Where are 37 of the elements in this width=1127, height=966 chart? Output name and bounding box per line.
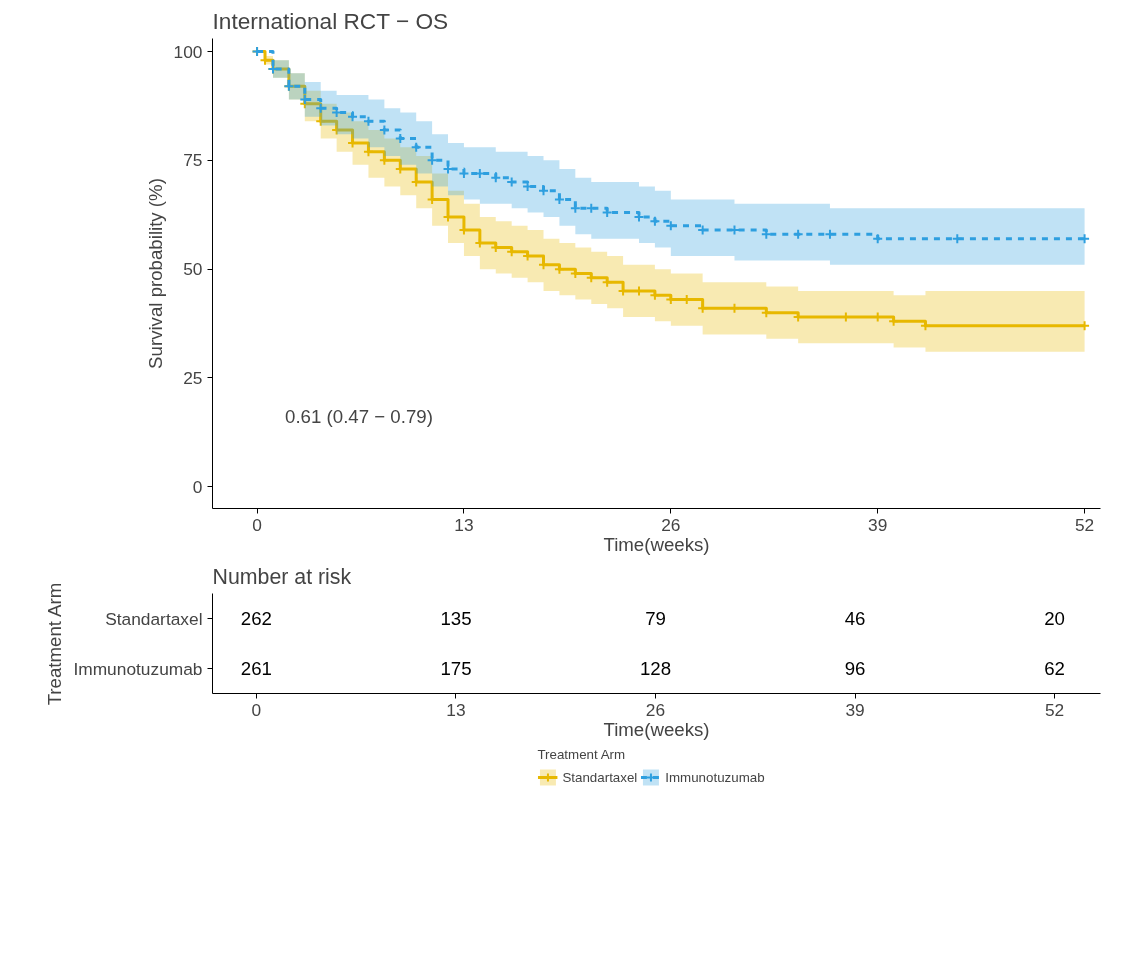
x-tick-label: 52 bbox=[1074, 514, 1095, 535]
y-axis-title: Survival probability (%) bbox=[144, 178, 166, 369]
y-tick-label: 75 bbox=[183, 150, 203, 171]
data-label: 62 bbox=[1044, 658, 1065, 679]
data-label: 79 bbox=[645, 608, 666, 629]
data-label: 20 bbox=[1044, 608, 1065, 629]
x-tick-label: 26 bbox=[661, 514, 681, 535]
y-tick-label: 25 bbox=[183, 367, 203, 388]
y-tick-label: Standartaxel bbox=[105, 608, 203, 629]
data-label: 261 bbox=[240, 658, 272, 679]
x-tick-label: 39 bbox=[845, 699, 865, 720]
x-tick-label: 39 bbox=[868, 514, 888, 535]
chart-title: Number at risk bbox=[212, 564, 352, 589]
data-label: 135 bbox=[440, 608, 472, 629]
x-tick-label: 13 bbox=[454, 514, 474, 535]
x-tick-label: 0 bbox=[252, 514, 262, 535]
data-label: 96 bbox=[844, 658, 866, 679]
data-label: 175 bbox=[440, 658, 472, 679]
legend-title: Treatment Arm bbox=[537, 747, 627, 762]
legend-label: Immunotuzumab bbox=[665, 769, 765, 785]
y-tick-label: 0 bbox=[192, 476, 203, 497]
annotation: 0.61 (0.47 − 0.79) bbox=[285, 405, 433, 427]
y-tick-label: Immunotuzumab bbox=[73, 658, 203, 679]
data-label: 262 bbox=[240, 608, 272, 629]
x-axis-title: Time(weeks) bbox=[603, 718, 710, 740]
data-label: 128 bbox=[639, 658, 672, 679]
x-tick-label: 52 bbox=[1044, 699, 1065, 720]
legend-label: Standartaxel bbox=[562, 769, 638, 785]
y-tick-label: 100 bbox=[173, 41, 203, 62]
x-tick-label: 26 bbox=[645, 699, 666, 720]
data-label: 46 bbox=[844, 608, 866, 629]
x-axis-title: Time(weeks) bbox=[603, 533, 710, 555]
y-axis-title: Treatment Arm bbox=[44, 582, 66, 706]
chart-title: International RCT − OS bbox=[212, 7, 449, 34]
x-tick-label: 13 bbox=[446, 699, 466, 720]
x-tick-label: 0 bbox=[251, 699, 262, 720]
y-tick-label: 50 bbox=[183, 259, 203, 280]
